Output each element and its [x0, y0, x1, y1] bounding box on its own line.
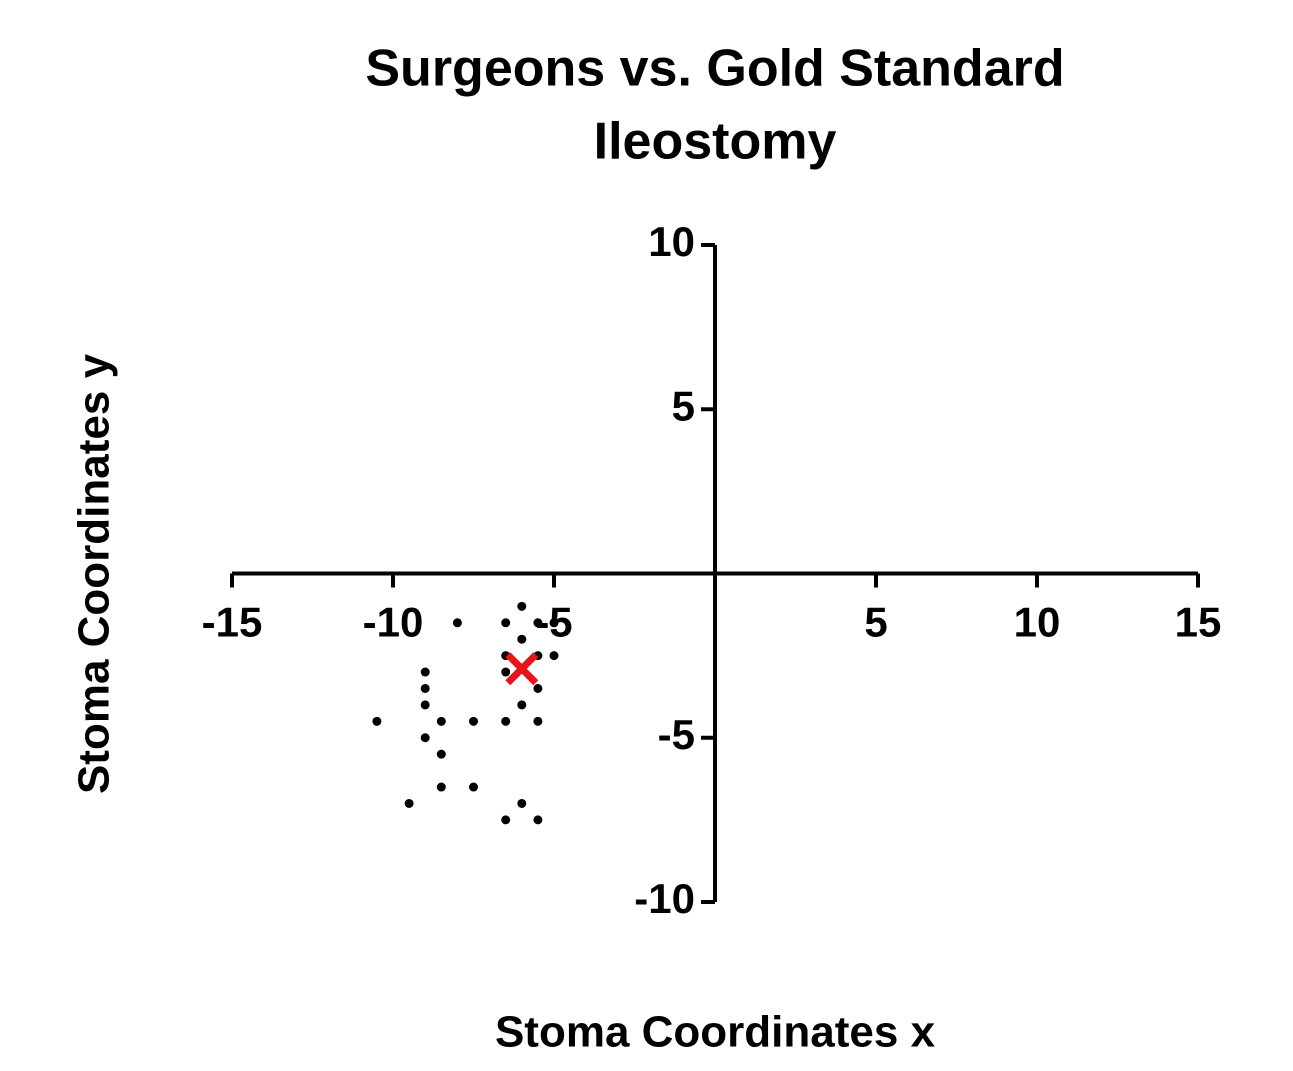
point — [517, 700, 527, 710]
point — [501, 618, 511, 628]
point — [420, 700, 430, 710]
y-tick-label: -5 — [658, 711, 695, 758]
point — [533, 683, 543, 693]
point — [372, 716, 382, 726]
x-axis-label: Stoma Coordinates x — [495, 1008, 936, 1057]
point — [436, 749, 446, 759]
point — [404, 798, 414, 808]
y-tick-label: 5 — [672, 382, 695, 429]
point — [436, 716, 446, 726]
point — [501, 815, 511, 825]
gold-standard-marker — [505, 652, 539, 686]
x-tick-label: 5 — [864, 599, 887, 646]
x-tick-label: 15 — [1175, 599, 1222, 646]
point — [420, 683, 430, 693]
point — [549, 618, 559, 628]
point — [517, 601, 527, 611]
y-axis-label: Stoma Coordinates y — [70, 353, 119, 794]
y-tick-label: 10 — [648, 218, 695, 265]
point — [517, 634, 527, 644]
point — [533, 716, 543, 726]
point — [452, 618, 462, 628]
point — [517, 798, 527, 808]
point — [420, 667, 430, 677]
y-tick-label: -10 — [634, 875, 695, 922]
chart-title: Ileostomy — [594, 113, 837, 171]
x-tick-label: -10 — [363, 599, 424, 646]
point — [436, 782, 446, 792]
x-tick-label: -15 — [202, 599, 263, 646]
point — [501, 716, 511, 726]
point — [469, 716, 478, 726]
point — [533, 618, 543, 628]
point — [420, 733, 430, 743]
point — [549, 651, 559, 661]
point — [533, 815, 543, 825]
point — [469, 782, 478, 792]
x-tick-label: 10 — [1014, 599, 1061, 646]
chart-title: Surgeons vs. Gold Standard — [365, 40, 1064, 98]
point — [501, 667, 511, 677]
